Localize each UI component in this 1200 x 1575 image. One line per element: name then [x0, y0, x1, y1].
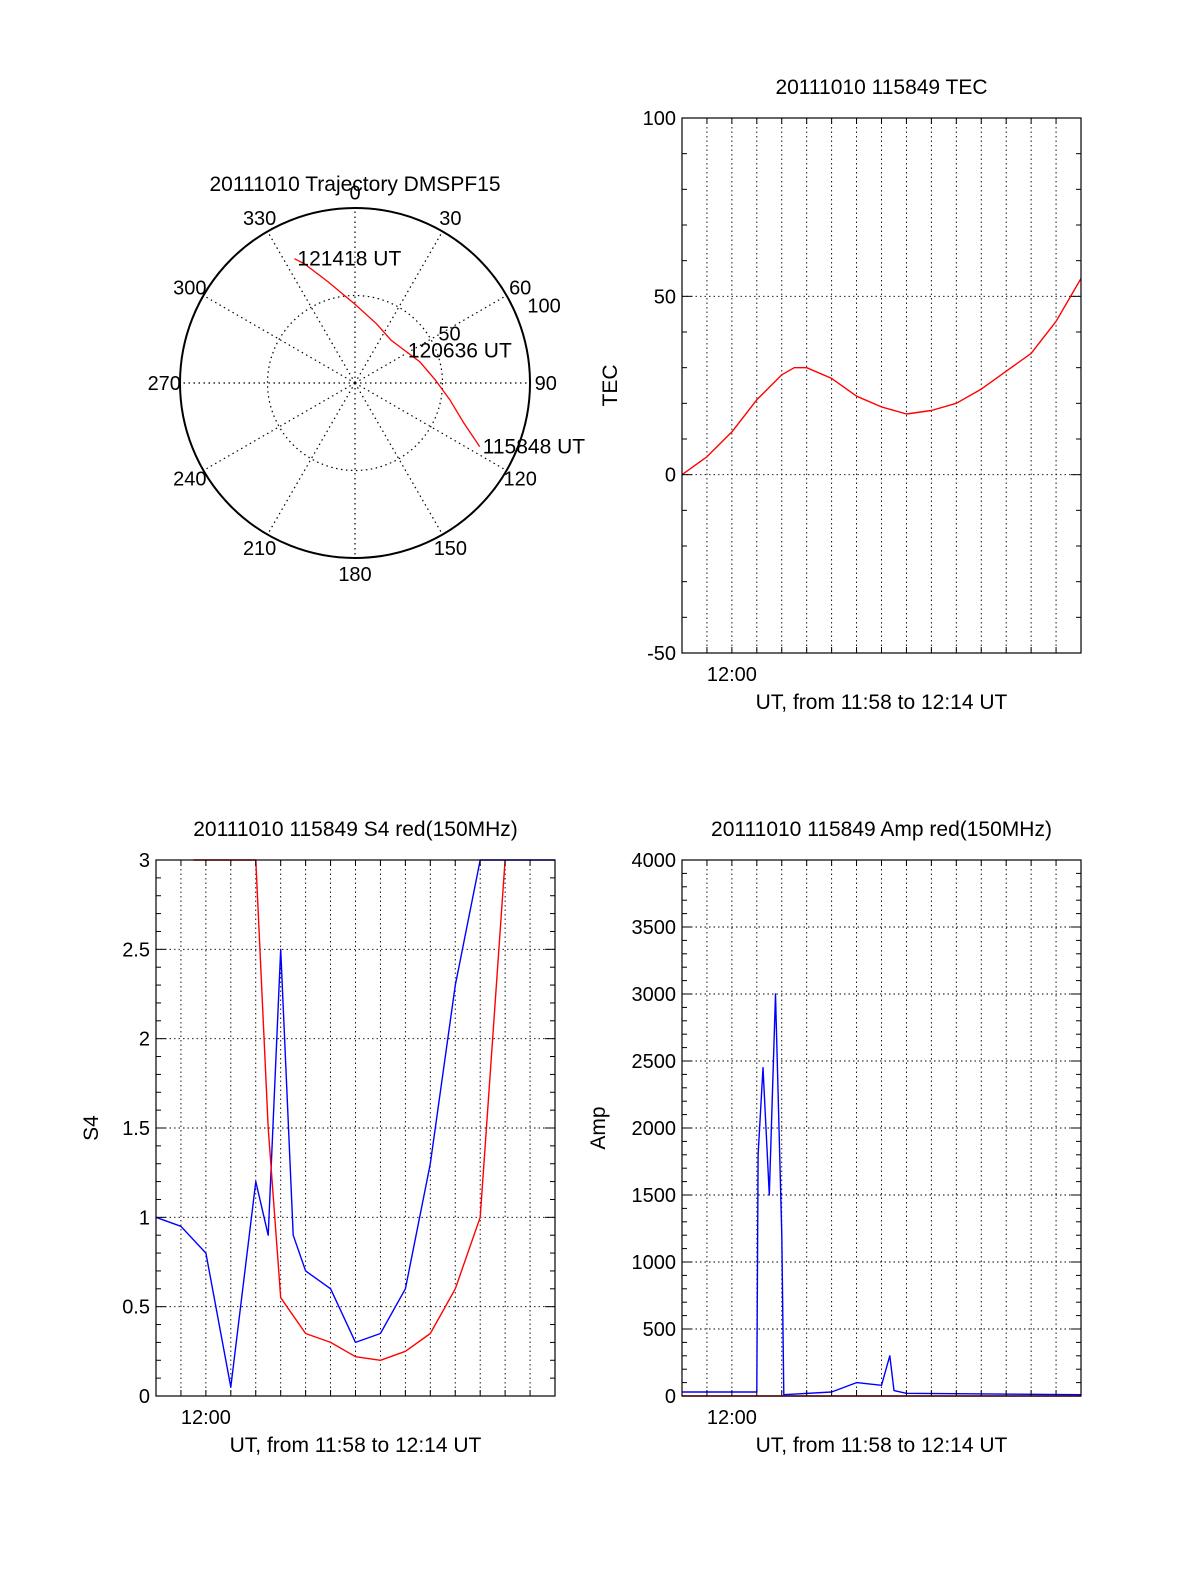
y-tick-label: 50 [654, 286, 676, 308]
x-tick-label: 12:00 [707, 664, 757, 686]
polar-radial-label: 100 [527, 296, 560, 318]
polar-range-ring [266, 294, 444, 472]
trajectory-title: 20111010 Trajectory DMSPF15 [209, 173, 500, 196]
y-axis-title: TEC [599, 365, 622, 407]
y-axis-title: S4 [80, 1115, 103, 1141]
x-axis-title: UT, from 11:58 to 12:14 UT [756, 1434, 1008, 1457]
trajectory-annotations: 121418 UT 120636 UT 115848 UT [297, 248, 585, 459]
x-axis: 12:00 [681, 860, 1082, 1429]
polar-azimuth-label: 90 [535, 373, 557, 395]
y-axis: 0 500 1000 1500 2000 2500 3000 3500 4000 [632, 850, 1081, 1408]
y-tick-label: 0 [139, 1386, 150, 1408]
y-tick-label: 2000 [632, 1118, 677, 1140]
trajectory-polar-panel: 20111010 Trajectory DMSPF15 0 30 60 90 120 15… [148, 173, 586, 586]
y-tick-label: 1500 [632, 1185, 677, 1207]
series-line [193, 859, 506, 1361]
y-tick-label: 100 [643, 108, 676, 130]
polar-azimuth-labels: 0 30 60 90 120 150 180 210 240 270 300 330 [148, 182, 557, 586]
polar-azimuth-label: 240 [173, 468, 206, 490]
amp-panel: 20111010 115849 Amp red(150MHz) 0 500 1000 1… [587, 818, 1082, 1457]
y-tick-label: 2500 [632, 1051, 677, 1073]
polar-outer-circle [179, 207, 531, 559]
polar-spoke [266, 231, 356, 384]
series-line [155, 859, 555, 1388]
polar-azimuth-label: 30 [439, 208, 461, 230]
polar-spoke [354, 231, 444, 384]
y-tick-label: 4000 [632, 850, 677, 872]
x-axis-title: UT, from 11:58 to 12:14 UT [230, 1434, 482, 1457]
polar-spoke [266, 382, 356, 535]
panel-title: 20111010 115849 TEC [775, 76, 987, 99]
trajectory-line [294, 258, 481, 447]
panel-title: 20111010 115849 Amp red(150MHz) [711, 818, 1052, 841]
series-group [155, 859, 555, 1388]
polar-azimuth-label: 150 [434, 538, 467, 560]
trajectory-track [294, 258, 481, 447]
y-tick-label: 1.5 [122, 1118, 150, 1140]
y-axis: -50 0 50 100 [643, 108, 1081, 665]
polar-radial-labels: 50 100 [438, 296, 560, 346]
grid-lines [682, 118, 1081, 653]
panel-title: 20111010 115849 S4 red(150MHz) [193, 818, 518, 841]
y-tick-label: 2 [139, 1029, 150, 1051]
x-tick-label: 12:00 [707, 1407, 757, 1429]
y-tick-label: 1000 [632, 1252, 677, 1274]
polar-azimuth-label: 0 [349, 182, 360, 204]
polar-azimuth-label: 270 [148, 373, 181, 395]
polar-spoke [354, 382, 444, 535]
x-tick-label: 12:00 [181, 1407, 231, 1429]
polar-azimuth-label: 210 [243, 538, 276, 560]
polar-spoke [354, 382, 507, 472]
y-tick-label: 500 [643, 1319, 676, 1341]
polar-azimuth-label: 60 [509, 278, 531, 300]
polar-spoke [203, 294, 356, 384]
polar-azimuth-label: 330 [243, 208, 276, 230]
y-tick-label: 0 [665, 465, 676, 487]
x-axis: 12:00 [681, 118, 1082, 686]
y-tick-label: 0 [665, 1386, 676, 1408]
polar-spoke [354, 294, 507, 384]
polar-azimuth-label: 180 [338, 564, 371, 586]
y-tick-label: 3500 [632, 917, 677, 939]
x-axis: 12:00 [155, 860, 556, 1429]
x-axis-title: UT, from 11:58 to 12:14 UT [756, 691, 1008, 714]
y-tick-label: 1 [139, 1207, 150, 1229]
y-tick-label: 3 [139, 850, 150, 872]
trajectory-time-label: 121418 UT [297, 248, 401, 271]
grid-lines [156, 860, 555, 1396]
trajectory-time-label: 115848 UT [483, 436, 586, 459]
series-group [681, 278, 1082, 476]
y-tick-label: 2.5 [122, 939, 150, 961]
y-tick-label: -50 [647, 643, 676, 665]
y-tick-label: 3000 [632, 984, 677, 1006]
series-line [681, 278, 1082, 476]
series-line [682, 993, 1082, 1396]
y-axis-title: Amp [587, 1106, 610, 1149]
tec-panel: 20111010 115849 TEC -50 0 50 100 12:00 UT, fro… [599, 76, 1082, 714]
polar-spoke [203, 382, 356, 472]
s4-panel: 20111010 115849 S4 red(150MHz) 0 0.5 1 1.5 2 2… [80, 818, 556, 1457]
grid-lines [682, 860, 1081, 1396]
polar-azimuth-label: 120 [504, 468, 537, 490]
trajectory-time-label: 120636 UT [408, 340, 512, 363]
y-tick-label: 0.5 [122, 1297, 150, 1319]
polar-grid [179, 207, 531, 559]
polar-radial-label: 50 [438, 323, 460, 345]
polar-azimuth-label: 300 [173, 278, 206, 300]
y-axis: 0 0.5 1 1.5 2 2.5 3 [122, 850, 555, 1408]
